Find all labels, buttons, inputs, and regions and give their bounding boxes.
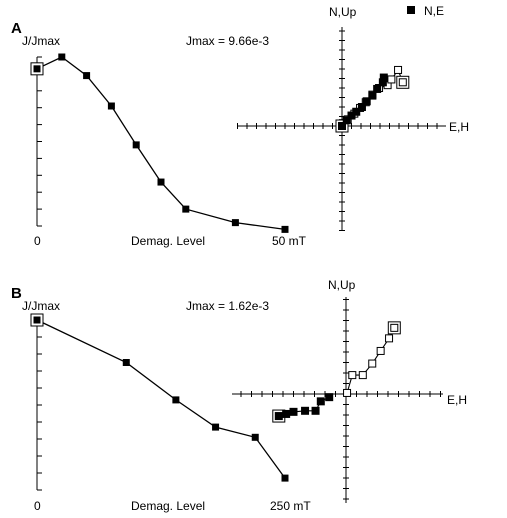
a-decay-point xyxy=(33,65,41,73)
a-zij-horizontal-point xyxy=(338,122,346,130)
decay-curve-b xyxy=(30,313,289,482)
panel-label-b: B xyxy=(11,285,22,302)
b-decay-line xyxy=(36,319,286,479)
y-ticks-a xyxy=(37,56,42,227)
a-zij-horizontal-point xyxy=(373,84,382,93)
b-decay-point xyxy=(122,359,130,366)
ylabel-b: J/Jmax xyxy=(22,299,60,313)
a-zij-vertical-point xyxy=(387,75,396,84)
a-decay-point xyxy=(83,72,91,80)
zij-axis-up-label-a: N,Up xyxy=(329,5,357,19)
b-decay-point xyxy=(281,474,289,482)
x-tick-label-a-end: 50 mT xyxy=(272,234,307,248)
a-zij-vertical-point xyxy=(398,78,407,87)
y-ticks-b xyxy=(37,319,42,491)
x-tick-label-a-start: 0 xyxy=(34,234,41,248)
b-zij-horizontal-point xyxy=(289,407,298,416)
b-zij-horizontal-point xyxy=(301,406,310,415)
zij-axis-right-label-a: E,H xyxy=(449,120,469,134)
ylabel-a: J/Jmax xyxy=(22,34,60,48)
b-zij-vertical-point xyxy=(343,388,352,397)
zijderveld-b: N,Up E,H xyxy=(232,278,467,503)
a-decay-point xyxy=(132,141,140,149)
b-zij-vertical-point xyxy=(376,346,385,355)
b-zij-vertical-point xyxy=(348,371,357,380)
a-decay-point xyxy=(281,225,289,233)
zij-axis-up-label-b: N,Up xyxy=(328,278,356,292)
a-decay-point xyxy=(182,205,190,213)
b-zij-horizontal-point xyxy=(316,397,325,406)
xlabel-a: Demag. Level xyxy=(131,234,205,248)
a-zij-vertical-point xyxy=(394,65,403,74)
b-decay-point xyxy=(251,433,259,441)
a-zij-horizontal-point xyxy=(368,91,377,100)
a-zij-horizontal-point xyxy=(379,73,388,82)
b-decay-point xyxy=(212,423,220,431)
b-zij-horizontal-point xyxy=(274,412,283,421)
zij-axis-right-label-b: E,H xyxy=(447,393,467,407)
b-zij-horizontal-point xyxy=(325,393,334,402)
a-decay-point xyxy=(157,178,165,186)
a-decay-line xyxy=(36,56,286,231)
a-decay-point xyxy=(107,102,115,110)
b-zij-vertical-point xyxy=(390,323,399,332)
annotation-a: Jmax = 9.66e-3 xyxy=(186,34,269,48)
annotation-b: Jmax = 1.62e-3 xyxy=(186,299,269,313)
x-tick-label-b-end: 250 mT xyxy=(270,499,311,513)
legend-marker-filled xyxy=(407,6,415,14)
zijderveld-a: N,Up E,H xyxy=(237,5,469,231)
a-zij-horizontal-point xyxy=(342,116,351,125)
legend: N,E xyxy=(407,4,444,18)
panel-b: B J/Jmax Jmax = 1.62e-3 0 Demag. Level 2… xyxy=(11,278,467,513)
a-zij-horizontal-point xyxy=(352,107,361,116)
legend-label: N,E xyxy=(424,4,444,18)
b-decay-point xyxy=(33,316,41,324)
a-decay-point xyxy=(58,53,66,61)
decay-curve-a xyxy=(30,53,289,233)
xlabel-b: Demag. Level xyxy=(131,499,205,513)
a-decay-point xyxy=(231,219,239,227)
b-zij-horizontal-point xyxy=(311,406,320,415)
panel-label-a: A xyxy=(11,20,22,37)
a-zij-horizontal-point xyxy=(362,97,371,106)
a-zij-horizontal-point xyxy=(357,103,366,111)
panel-a: A J/Jmax Jmax = 9.66e-3 0 Demag. Level 5… xyxy=(11,5,469,248)
b-zij-vertical-point xyxy=(385,334,394,343)
b-zij-vertical-point xyxy=(358,371,367,380)
x-tick-label-b-start: 0 xyxy=(34,499,41,513)
b-decay-point xyxy=(172,396,180,404)
b-zij-horizontal-point xyxy=(282,409,291,418)
b-zij-vertical-point xyxy=(368,359,377,368)
